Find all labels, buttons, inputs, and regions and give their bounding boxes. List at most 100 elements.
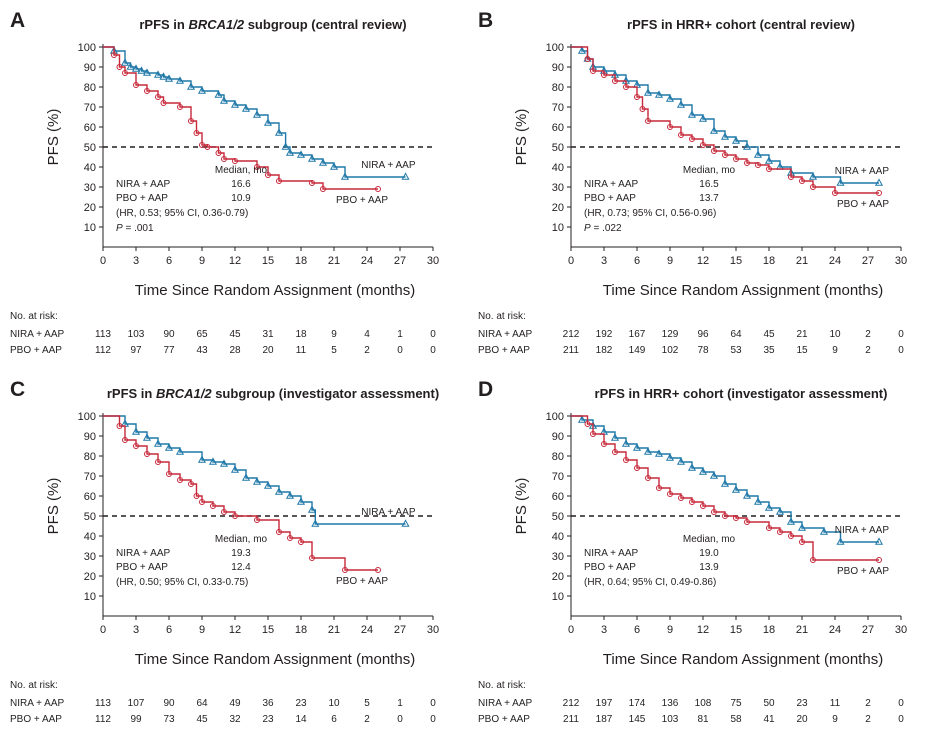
y-tick-label: 80 (84, 82, 96, 94)
risk-count: 2 (865, 345, 871, 356)
p-value-text: P = .022 (584, 223, 622, 234)
x-tick-label: 30 (895, 255, 907, 267)
y-tick-label: 40 (84, 531, 96, 543)
pbo-censor-mark (204, 144, 211, 150)
y-tick-label: 100 (78, 42, 96, 54)
nira-censor-mark (687, 463, 697, 471)
x-tick-label: 0 (100, 624, 106, 636)
nira-curve-label: NIRA + AAP (835, 166, 890, 177)
risk-table-title: No. at risk: (478, 680, 526, 691)
pbo-censor-mark (634, 94, 640, 100)
risk-count: 97 (130, 345, 142, 356)
pbo-censor-mark (133, 82, 139, 88)
risk-count: 20 (262, 345, 274, 356)
p-value-symbol: P (116, 223, 123, 234)
x-tick-label: 6 (166, 624, 172, 636)
risk-count: 0 (430, 329, 436, 340)
x-tick-label: 21 (796, 624, 808, 636)
risk-row-label: PBO + AAP (10, 345, 62, 356)
nira-censor-mark (164, 74, 174, 82)
pbo-censor-mark (722, 152, 728, 158)
pbo-censor-mark (111, 52, 117, 58)
hazard-ratio-text: (HR, 0.53; 95% CI, 0.36-0.79) (116, 208, 248, 219)
pbo-censor-mark (766, 525, 772, 531)
pbo-censor-mark (254, 164, 260, 170)
y-tick-label: 90 (552, 431, 564, 443)
risk-count: 9 (832, 714, 838, 725)
pbo-censor-mark (667, 491, 673, 497)
pbo-censor-mark (193, 130, 200, 136)
y-tick-label: 60 (84, 491, 96, 503)
nira-censor-mark (186, 82, 196, 90)
panel-letter: D (478, 378, 493, 401)
stats-arm-label: NIRA + AAP (584, 179, 639, 190)
pbo-censor-mark (678, 495, 684, 501)
nira-censor-mark (577, 415, 587, 423)
nira-censor-mark (241, 473, 251, 481)
chart-title-part: rPFS in (139, 17, 188, 32)
pbo-censor-mark (590, 431, 596, 437)
chart-title: rPFS in BRCA1/2 subgroup (investigator a… (107, 386, 439, 401)
pbo-censor-mark (799, 539, 805, 545)
x-tick-label: 30 (895, 624, 907, 636)
x-tick-label: 9 (199, 624, 205, 636)
y-tick-label: 90 (84, 62, 96, 74)
nira-censor-mark (318, 158, 328, 166)
pbo-censor-mark (799, 178, 805, 184)
x-tick-label: 24 (829, 624, 841, 636)
risk-count: 174 (629, 698, 646, 709)
risk-count: 0 (898, 714, 904, 725)
pbo-censor-mark (375, 567, 381, 573)
risk-count: 23 (295, 698, 307, 709)
risk-row-label: PBO + AAP (10, 714, 62, 725)
risk-count: 149 (629, 345, 646, 356)
risk-count: 107 (128, 698, 145, 709)
risk-count: 75 (730, 698, 742, 709)
nira-censor-mark (208, 457, 218, 465)
chart-title: rPFS in HRR+ cohort (investigator assess… (595, 386, 888, 401)
x-tick-label: 18 (763, 624, 775, 636)
x-tick-label: 21 (328, 624, 340, 636)
risk-count: 0 (898, 345, 904, 356)
risk-count: 211 (563, 714, 579, 725)
risk-count: 73 (163, 714, 175, 725)
stats-arm-label: NIRA + AAP (116, 548, 171, 559)
risk-count: 31 (262, 329, 274, 340)
nira-censor-mark (142, 433, 152, 441)
nira-censor-mark (137, 66, 146, 74)
nira-censor-mark (307, 154, 317, 162)
risk-count: 212 (563, 698, 580, 709)
median-header: Median, mo (215, 165, 268, 176)
nira-censor-mark (797, 523, 807, 531)
risk-count: 197 (596, 698, 613, 709)
pbo-censor-mark (667, 124, 673, 130)
nira-censor-mark (698, 114, 708, 122)
nira-censor-mark (285, 148, 295, 156)
pbo-censor-mark (876, 190, 882, 196)
nira-censor-mark (230, 465, 240, 473)
y-axis-title: PFS (%) (513, 478, 530, 535)
pbo-censor-mark (623, 84, 629, 90)
risk-count: 90 (163, 329, 175, 340)
x-axis-title: Time Since Random Assignment (months) (135, 282, 415, 299)
pbo-censor-mark (276, 529, 282, 535)
x-tick-label: 3 (133, 624, 139, 636)
pbo-censor-mark (309, 555, 315, 561)
y-tick-label: 30 (84, 182, 96, 194)
nira-censor-mark (676, 100, 686, 108)
stats-arm-label: PBO + AAP (584, 193, 636, 204)
risk-count: 90 (163, 698, 175, 709)
risk-count: 145 (629, 714, 646, 725)
y-tick-label: 50 (552, 142, 564, 154)
nira-censor-mark (698, 467, 708, 475)
x-axis-title: Time Since Random Assignment (months) (603, 651, 883, 668)
nira-censor-mark (241, 104, 251, 112)
risk-count: 50 (763, 698, 775, 709)
stats-arm-label: PBO + AAP (584, 562, 636, 573)
x-tick-label: 9 (667, 624, 673, 636)
pbo-censor-mark (122, 437, 128, 443)
pbo-censor-mark (612, 78, 618, 84)
